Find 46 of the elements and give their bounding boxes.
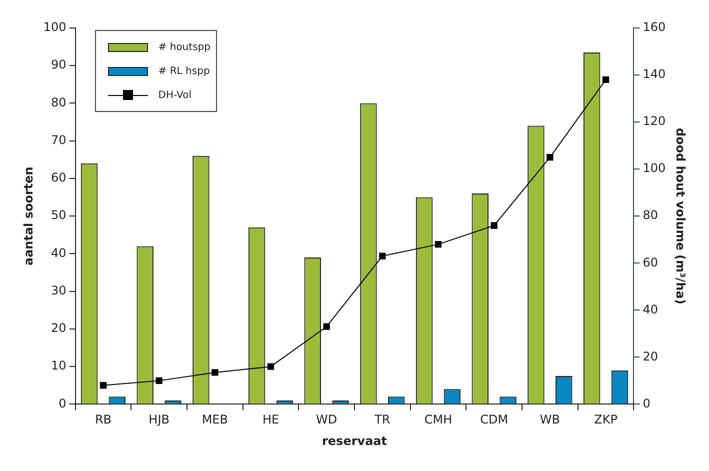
legend-label: # RL hspp (158, 66, 210, 76)
x-tick-label: HJB (148, 412, 170, 427)
point (156, 377, 162, 384)
y2-tick-label: 100 (642, 161, 666, 176)
x-tick-label: MEB (202, 412, 228, 427)
x-tick-label: CMH (424, 412, 452, 427)
point (100, 382, 107, 389)
y2-tick-label: 140 (642, 67, 666, 82)
y-tick-label: 70 (51, 132, 66, 147)
y2-tick-label: 160 (642, 20, 666, 34)
y-axis-title: aantal soorten (21, 166, 36, 266)
y-tick-label: 10 (51, 358, 66, 373)
y-tick-label: 100 (43, 20, 66, 34)
x-tick-label: CDM (480, 412, 508, 427)
y2-axis-title: dood hout volume (m³/ha) (674, 128, 688, 304)
y-tick-label: 80 (51, 95, 66, 110)
x-tick-label: TR (374, 412, 390, 427)
y2-tick-label: 20 (642, 349, 658, 364)
y2-tick-label: 40 (642, 302, 658, 316)
point (434, 240, 442, 248)
point (379, 252, 386, 260)
x-tick-label: RB (94, 412, 112, 427)
point (490, 222, 498, 229)
y-tick-label: 20 (51, 321, 66, 336)
x-tick-label: ZKP (594, 412, 618, 427)
legend-label: # houtspp (158, 42, 210, 52)
y-tick-label: 50 (51, 208, 66, 222)
x-tick-label: HE (262, 412, 280, 427)
legend-label: DH-Vol (158, 90, 192, 100)
x-axis-title: reservaat (322, 434, 388, 448)
y2-tick-label: 60 (642, 255, 658, 270)
point (602, 76, 610, 84)
y2-tick-label: 80 (642, 208, 658, 222)
point (323, 323, 330, 330)
point (546, 154, 554, 161)
point (212, 369, 218, 376)
y2-tick-label: 0 (642, 396, 650, 410)
point (267, 363, 274, 370)
x-tick-label: WD (316, 412, 338, 427)
y2-tick-label: 120 (642, 114, 666, 128)
x-tick-label: WB (540, 412, 560, 427)
y-tick-label: 90 (51, 58, 66, 72)
y-tick-label: 60 (51, 170, 66, 185)
y-tick-label: 0 (58, 396, 66, 410)
y-tick-label: 30 (51, 283, 66, 298)
y-tick-label: 40 (51, 246, 66, 260)
